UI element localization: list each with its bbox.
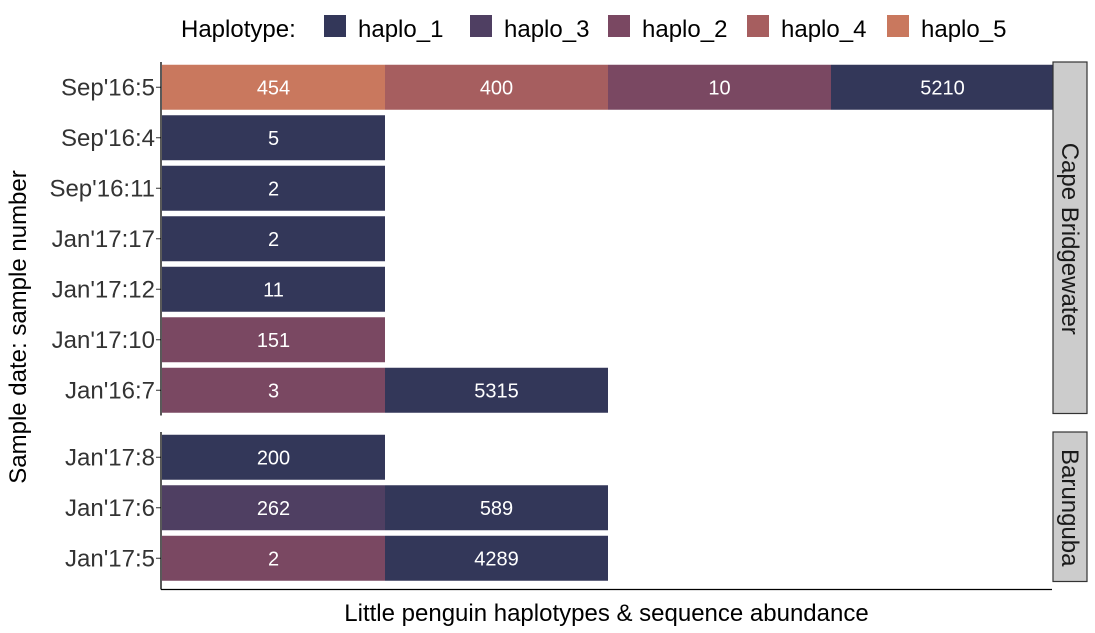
y-tick-label: Sep'16:5 — [61, 74, 155, 101]
bar-value-label: 2 — [268, 548, 279, 570]
bar-value-label: 200 — [257, 447, 290, 469]
bar-row: 2 — [162, 165, 385, 211]
x-axis-title: Little penguin haplotypes & sequence abu… — [344, 600, 868, 627]
legend-item-haplo_1: haplo_1 — [324, 15, 443, 43]
bar-segment-haplo_1 — [162, 216, 385, 262]
legend: Haplotype: haplo_1 haplo_3 haplo_2 haplo_4 h… — [181, 15, 1006, 43]
bar-value-label: 2 — [268, 229, 279, 251]
y-tick-label: Jan'17:17 — [52, 226, 155, 253]
bar-value-label: 5 — [268, 128, 279, 150]
y-tick-label: Jan'17:12 — [52, 276, 155, 303]
y-tick-label: Jan'16:7 — [65, 377, 155, 404]
bar-segment-haplo_2 — [608, 64, 831, 110]
y-tick-label: Jan'17:8 — [65, 444, 155, 471]
legend-key-haplo_2 — [608, 15, 630, 37]
legend-label-haplo_5: haplo_5 — [921, 16, 1006, 43]
bar-value-label: 454 — [257, 77, 290, 99]
panel-barunguba: 200 Jan'17:8 262 589 Jan'17:6 2 4289 Jan'17:5 Ba… — [65, 431, 1088, 590]
bar-value-label: 400 — [480, 77, 513, 99]
bar-segment-haplo_1 — [162, 434, 385, 480]
facet-strip-label: Barunguba — [1056, 449, 1083, 567]
bar-segment-haplo_1 — [831, 64, 1054, 110]
legend-label-haplo_3: haplo_3 — [504, 16, 589, 43]
legend-label-haplo_2: haplo_2 — [642, 16, 727, 43]
bar-value-label: 5210 — [920, 77, 965, 99]
bar-segment-haplo_4 — [385, 64, 608, 110]
bar-value-label: 10 — [708, 77, 730, 99]
legend-key-haplo_3 — [470, 15, 492, 37]
bar-value-label: 2 — [268, 178, 279, 200]
bar-value-label: 589 — [480, 498, 513, 520]
bar-value-label: 4289 — [474, 548, 519, 570]
bar-value-label: 5315 — [474, 380, 519, 402]
legend-item-haplo_4: haplo_4 — [747, 15, 866, 43]
facet-strip-box — [1052, 431, 1088, 583]
bar-segment-haplo_1 — [385, 485, 608, 531]
legend-label-haplo_1: haplo_1 — [358, 16, 443, 43]
bar-segment-haplo_5 — [162, 64, 385, 110]
bar-row: 151 — [162, 317, 385, 363]
legend-item-haplo_3: haplo_3 — [470, 15, 589, 43]
chart-panels: 454 400 10 5210 Sep'16:5 5 Sep'16:4 2 Sep'16:11 2… — [49, 61, 1088, 591]
y-tick-label: Sep'16:4 — [61, 125, 155, 152]
bar-segment-haplo_1 — [162, 115, 385, 161]
legend-title: Haplotype: — [181, 16, 296, 43]
legend-item-haplo_2: haplo_2 — [608, 15, 727, 43]
bar-row: 5 — [162, 115, 385, 161]
legend-key-haplo_4 — [747, 15, 769, 37]
bar-row: 200 — [162, 434, 385, 480]
y-tick-label: Jan'17:6 — [65, 495, 155, 522]
bar-row: 3 5315 — [162, 367, 608, 413]
bar-segment-haplo_1 — [162, 165, 385, 211]
bar-segment-haplo_1 — [162, 266, 385, 312]
facet-strip: Cape Bridgewater — [1052, 61, 1088, 415]
bar-row: 2 — [162, 216, 385, 262]
bar-segment-haplo_2 — [162, 367, 385, 413]
bar-value-label: 11 — [263, 279, 284, 301]
bar-segment-haplo_3 — [162, 485, 385, 531]
bar-value-label: 151 — [257, 330, 290, 352]
legend-key-haplo_1 — [324, 15, 346, 37]
y-axis-title: Sample date: sample number — [5, 170, 32, 484]
y-tick-label: Sep'16:11 — [49, 175, 155, 202]
bar-segment-haplo_1 — [385, 367, 608, 413]
y-tick-label: Jan'17:5 — [65, 545, 155, 572]
bar-segment-haplo_2 — [162, 317, 385, 363]
bar-value-label: 3 — [268, 380, 279, 402]
legend-label-haplo_4: haplo_4 — [781, 16, 866, 43]
bar-segment-haplo_1 — [385, 535, 608, 581]
facet-strip-label: Cape Bridgewater — [1056, 143, 1083, 335]
bar-value-label: 262 — [257, 498, 290, 520]
bar-row: 454 400 10 5210 — [162, 64, 1054, 110]
panel-cape-bridgewater: 454 400 10 5210 Sep'16:5 5 Sep'16:4 2 Sep'16:11 2… — [49, 61, 1088, 416]
facet-strip-box — [1052, 61, 1088, 415]
facet-strip: Barunguba — [1052, 431, 1088, 583]
bar-segment-haplo_2 — [162, 535, 385, 581]
bar-row: 2 4289 — [162, 535, 608, 581]
y-tick-label: Jan'17:10 — [52, 327, 155, 354]
legend-item-haplo_5: haplo_5 — [887, 15, 1006, 43]
legend-key-haplo_5 — [887, 15, 909, 37]
bar-row: 11 — [162, 266, 385, 312]
bar-row: 262 589 — [162, 485, 608, 531]
